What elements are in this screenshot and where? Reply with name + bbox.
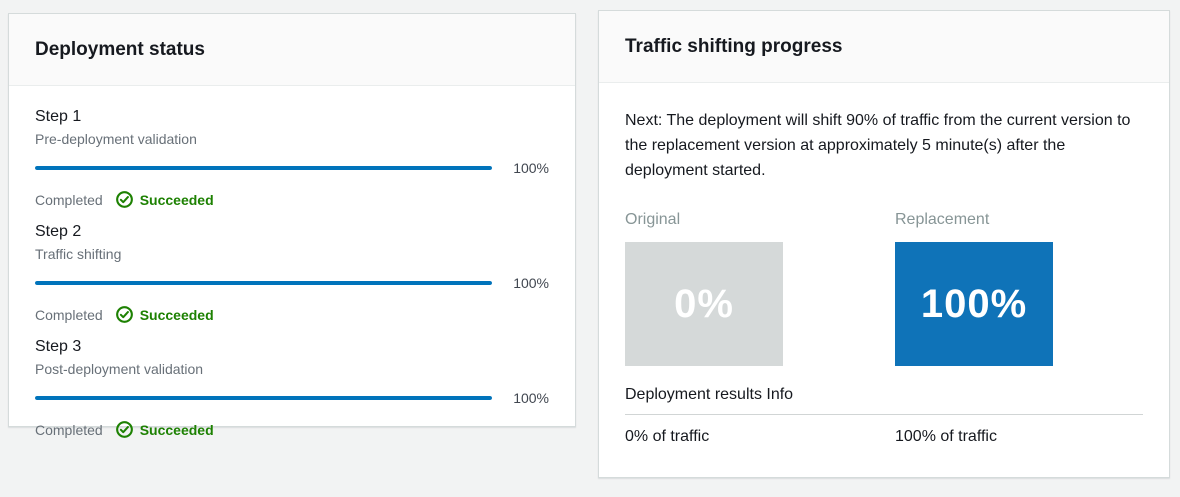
progress-fill — [35, 396, 492, 400]
deployment-step-3: Step 3 Post-deployment validation 100% C… — [35, 336, 549, 438]
progress-track — [35, 281, 492, 285]
deployment-step-2: Step 2 Traffic shifting 100% Completed S… — [35, 221, 549, 323]
deployment-status-panel: Deployment status Step 1 Pre-deployment … — [8, 13, 576, 438]
info-link[interactable]: Info — [766, 386, 794, 403]
check-circle-icon — [115, 306, 133, 323]
original-traffic-box: 0% — [625, 242, 783, 366]
replacement-percent: 100% — [920, 281, 1028, 326]
step-name: Step 1 — [35, 108, 82, 125]
progress-fill — [35, 281, 492, 285]
traffic-results-row: 0% of traffic 100% of traffic — [625, 426, 1143, 447]
step-status-row: Completed Succeeded — [35, 191, 549, 208]
step-progress-bar: 100% — [35, 274, 549, 292]
deployment-step-1: Step 1 Pre-deployment validation 100% Co… — [35, 106, 549, 208]
progress-fill — [35, 166, 492, 170]
replacement-traffic-result: 100% of traffic — [895, 428, 997, 445]
step-status-value: Succeeded — [139, 421, 214, 438]
traffic-shifting-title: Traffic shifting progress — [625, 36, 843, 57]
replacement-column: Replacement 100% — [895, 209, 1143, 366]
step-status-value: Succeeded — [139, 306, 214, 323]
deployment-results-label: Deployment results — [625, 386, 767, 403]
step-progress-bar: 100% — [35, 389, 549, 407]
check-circle-icon — [115, 421, 133, 438]
progress-track — [35, 166, 492, 170]
step-name: Step 3 — [35, 338, 82, 355]
step-status-label: Completed — [35, 421, 103, 438]
original-label: Original — [625, 211, 681, 228]
step-description: Pre-deployment validation — [35, 131, 197, 147]
step-status-value: Succeeded — [139, 191, 214, 208]
deployment-status-title: Deployment status — [35, 39, 205, 60]
deployment-results-heading: Deployment results Info — [625, 384, 1143, 405]
replacement-traffic-box: 100% — [895, 242, 1053, 366]
progress-percent-label: 100% — [513, 160, 549, 176]
step-status-label: Completed — [35, 191, 103, 208]
traffic-shifting-header: Traffic shifting progress — [599, 11, 1169, 83]
original-percent: 0% — [674, 281, 734, 326]
step-description: Traffic shifting — [35, 246, 122, 262]
results-divider — [625, 414, 1143, 415]
traffic-shifting-body: Next: The deployment will shift 90% of t… — [599, 83, 1169, 447]
traffic-shifting-panel: Traffic shifting progress Next: The depl… — [598, 10, 1170, 478]
deployment-status-body: Step 1 Pre-deployment validation 100% Co… — [9, 86, 575, 438]
check-circle-icon — [115, 191, 133, 208]
progress-track — [35, 396, 492, 400]
progress-percent-label: 100% — [513, 275, 549, 291]
version-labels-row: Original 0% Replacement 100% — [625, 209, 1143, 366]
step-status-row: Completed Succeeded — [35, 421, 549, 438]
replacement-label: Replacement — [895, 211, 990, 228]
step-status-row: Completed Succeeded — [35, 306, 549, 323]
original-traffic-result: 0% of traffic — [625, 428, 710, 445]
next-shift-message: Next: The deployment will shift 90% of t… — [625, 112, 1131, 179]
original-column: Original 0% — [625, 209, 895, 366]
step-description: Post-deployment validation — [35, 361, 204, 377]
step-progress-bar: 100% — [35, 159, 549, 177]
progress-percent-label: 100% — [513, 390, 549, 406]
step-status-label: Completed — [35, 306, 103, 323]
step-name: Step 2 — [35, 223, 82, 240]
deployment-status-header: Deployment status — [9, 14, 575, 86]
